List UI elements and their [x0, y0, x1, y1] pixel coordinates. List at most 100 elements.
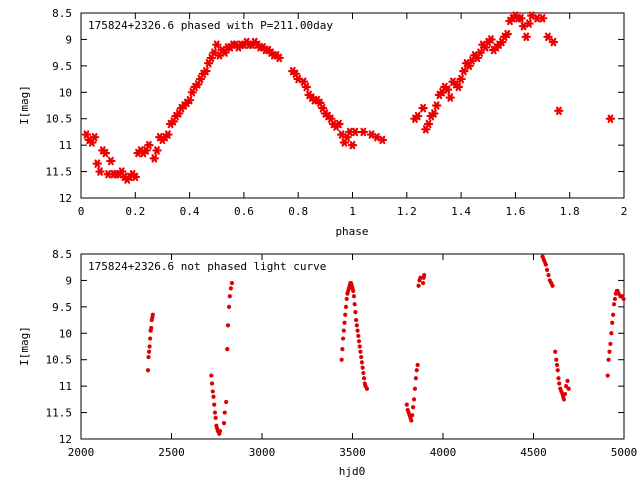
x-tick-label: 4000: [430, 446, 457, 459]
y-tick-label: 9: [65, 274, 72, 287]
x-tick-label: 1.8: [560, 205, 580, 218]
phased-light-curve-panel: 175824+2326.6 phased with P=211.00day ph…: [18, 7, 627, 238]
data-point: [563, 384, 569, 389]
x-tick-label: 4500: [520, 446, 547, 459]
y-tick-label: 9.5: [52, 60, 72, 73]
y-tick-label: 11.5: [46, 166, 73, 179]
data-point: [431, 101, 442, 110]
data-point: [106, 156, 116, 166]
data-point: [611, 302, 617, 307]
data-point: [361, 370, 366, 376]
data-point: [606, 357, 611, 362]
data-point: [546, 273, 551, 278]
data-point: [184, 96, 195, 105]
data-point: [224, 399, 229, 405]
data-point: [354, 317, 359, 323]
x-axis-label: hjd0: [339, 465, 366, 478]
data-point: [210, 389, 215, 394]
data-point: [555, 368, 560, 373]
data-point: [227, 294, 232, 299]
data-point: [359, 354, 364, 360]
data-point: [357, 344, 362, 349]
data-point: [130, 172, 140, 182]
x-tick-label: 0.2: [125, 205, 145, 218]
data-point: [152, 146, 162, 155]
data-point: [445, 93, 455, 102]
data-point: [605, 114, 616, 123]
data-point: [149, 325, 154, 331]
data-point: [543, 32, 553, 41]
data-point: [350, 127, 360, 137]
data-point: [556, 376, 561, 381]
data-point: [228, 286, 233, 291]
data-point: [147, 344, 152, 349]
data-point: [352, 302, 357, 307]
data-point: [95, 167, 105, 176]
data-points: [145, 254, 626, 436]
data-point: [356, 339, 362, 344]
data-point: [418, 103, 428, 113]
data-points: [81, 11, 616, 184]
data-point: [225, 323, 231, 328]
data-point: [209, 373, 214, 378]
data-point: [212, 410, 218, 415]
data-point: [212, 40, 222, 49]
data-point: [429, 109, 439, 118]
data-point: [412, 111, 423, 121]
data-point: [353, 310, 358, 315]
data-point: [150, 312, 155, 317]
x-tick-label: 0.4: [180, 205, 200, 218]
data-point: [226, 304, 232, 309]
data-point: [201, 66, 211, 76]
data-point: [146, 349, 152, 354]
data-point: [364, 386, 370, 391]
data-point: [343, 304, 349, 309]
data-point: [213, 415, 218, 420]
x-tick-label: 0: [78, 205, 85, 218]
data-point: [411, 397, 417, 402]
data-point: [612, 296, 618, 302]
data-point: [502, 29, 512, 39]
data-point: [359, 360, 365, 365]
data-point: [358, 349, 363, 354]
x-tick-label: 1.4: [451, 205, 471, 218]
y-tick-label: 10.5: [46, 113, 73, 126]
data-point: [423, 119, 434, 129]
x-tick-label: 1: [349, 205, 356, 218]
data-point: [89, 133, 100, 142]
data-point: [524, 19, 534, 28]
data-point: [148, 336, 153, 341]
y-tick-label: 12: [59, 433, 72, 446]
y-tick-label: 11.5: [46, 407, 73, 420]
data-point: [355, 328, 360, 333]
data-point: [456, 74, 466, 84]
data-point: [356, 333, 361, 339]
x-tick-label: 0.6: [234, 205, 254, 218]
data-point: [543, 262, 548, 267]
x-tick-label: 3500: [339, 446, 366, 459]
data-point: [360, 365, 365, 370]
y-axis-label: I[mag]: [18, 85, 31, 125]
data-point: [610, 320, 615, 325]
data-point: [301, 82, 312, 92]
data-point: [144, 140, 154, 150]
data-point: [605, 373, 610, 378]
y-tick-label: 9.5: [52, 301, 72, 314]
data-point: [550, 283, 555, 288]
data-point: [554, 357, 559, 362]
data-point: [225, 347, 230, 352]
data-point: [149, 154, 160, 163]
data-point: [544, 267, 550, 272]
data-point: [554, 106, 564, 115]
data-point: [411, 405, 416, 410]
data-point: [274, 53, 284, 63]
data-point: [334, 119, 344, 129]
x-tick-label: 0.8: [288, 205, 308, 218]
y-axis-ticks: 8.5 9 9.5 10 10.5 11 11.5 12: [46, 7, 624, 205]
data-point: [222, 410, 227, 415]
data-point: [415, 362, 420, 368]
data-point: [459, 66, 469, 76]
data-point: [554, 362, 560, 368]
data-point: [92, 159, 102, 168]
